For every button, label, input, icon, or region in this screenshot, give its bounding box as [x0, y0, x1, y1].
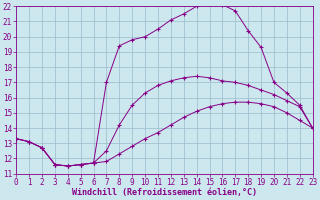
X-axis label: Windchill (Refroidissement éolien,°C): Windchill (Refroidissement éolien,°C) [72, 188, 257, 197]
